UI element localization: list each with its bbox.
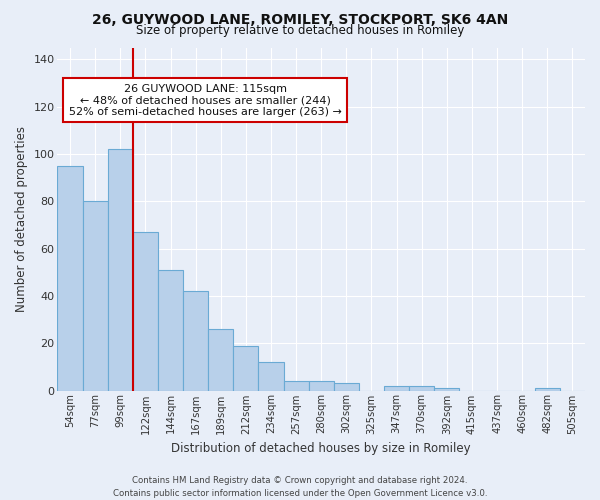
Text: 26, GUYWOOD LANE, ROMILEY, STOCKPORT, SK6 4AN: 26, GUYWOOD LANE, ROMILEY, STOCKPORT, SK… — [92, 12, 508, 26]
Bar — [334, 384, 359, 390]
X-axis label: Distribution of detached houses by size in Romiley: Distribution of detached houses by size … — [172, 442, 471, 455]
Text: Size of property relative to detached houses in Romiley: Size of property relative to detached ho… — [136, 24, 464, 37]
Text: 26 GUYWOOD LANE: 115sqm
← 48% of detached houses are smaller (244)
52% of semi-d: 26 GUYWOOD LANE: 115sqm ← 48% of detache… — [69, 84, 341, 116]
Bar — [409, 386, 434, 390]
Bar — [308, 381, 334, 390]
Bar — [108, 149, 133, 390]
Bar — [233, 346, 259, 391]
Bar — [83, 202, 108, 390]
Bar — [58, 166, 83, 390]
Bar — [158, 270, 183, 390]
Bar — [535, 388, 560, 390]
Bar — [208, 329, 233, 390]
Bar — [183, 291, 208, 390]
Y-axis label: Number of detached properties: Number of detached properties — [15, 126, 28, 312]
Bar — [259, 362, 284, 390]
Text: Contains HM Land Registry data © Crown copyright and database right 2024.
Contai: Contains HM Land Registry data © Crown c… — [113, 476, 487, 498]
Bar — [133, 232, 158, 390]
Bar — [284, 381, 308, 390]
Bar — [384, 386, 409, 390]
Bar — [434, 388, 460, 390]
